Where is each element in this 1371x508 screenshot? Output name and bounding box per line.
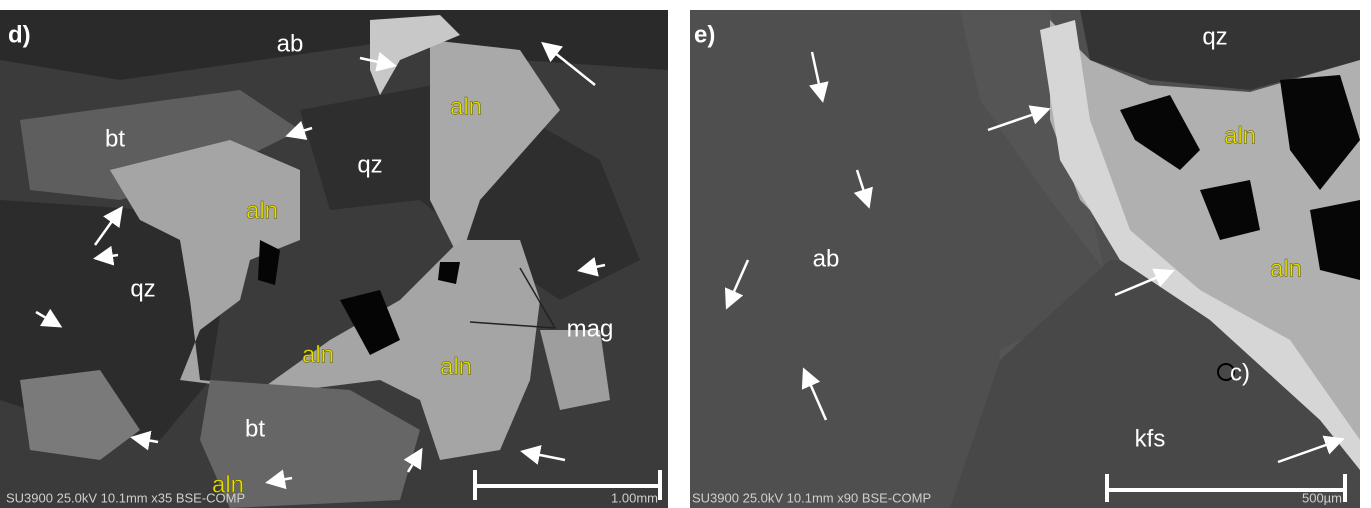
mineral-label: aln bbox=[246, 197, 278, 224]
mineral-label: bt bbox=[105, 125, 125, 152]
mineral-label: aln bbox=[440, 353, 472, 380]
mineral-label: ab bbox=[277, 30, 304, 57]
mineral-label: qz bbox=[130, 275, 155, 302]
figure: d) SU3900 25.0kV 10.1mm x35 BSE-COMP 1.00m… bbox=[0, 0, 1371, 508]
panel-label: d) bbox=[8, 21, 31, 48]
panel-d-image bbox=[0, 10, 668, 508]
panel-label: e) bbox=[694, 21, 715, 48]
mineral-label: ab bbox=[813, 245, 840, 272]
mineral-label: mag bbox=[567, 315, 614, 342]
mineral-label: aln bbox=[1270, 255, 1302, 282]
mineral-label: qz bbox=[1202, 23, 1227, 50]
mineral-label: c) bbox=[1230, 359, 1250, 386]
mineral-label: qz bbox=[357, 151, 382, 178]
mineral-label: kfs bbox=[1135, 425, 1166, 452]
mineral-label: bt bbox=[245, 415, 265, 442]
mineral-label: aln bbox=[212, 471, 244, 498]
mineral-label: aln bbox=[1224, 122, 1256, 149]
scale-label: 1.00mm bbox=[611, 490, 658, 505]
image-info: SU3900 25.0kV 10.1mm x35 BSE-COMP bbox=[6, 490, 245, 505]
mineral-label: aln bbox=[302, 341, 334, 368]
mineral-label: aln bbox=[450, 93, 482, 120]
scale-label: 500µm bbox=[1302, 490, 1342, 505]
image-info: SU3900 25.0kV 10.1mm x90 BSE-COMP bbox=[692, 490, 931, 505]
panel-e-image bbox=[690, 10, 1360, 508]
